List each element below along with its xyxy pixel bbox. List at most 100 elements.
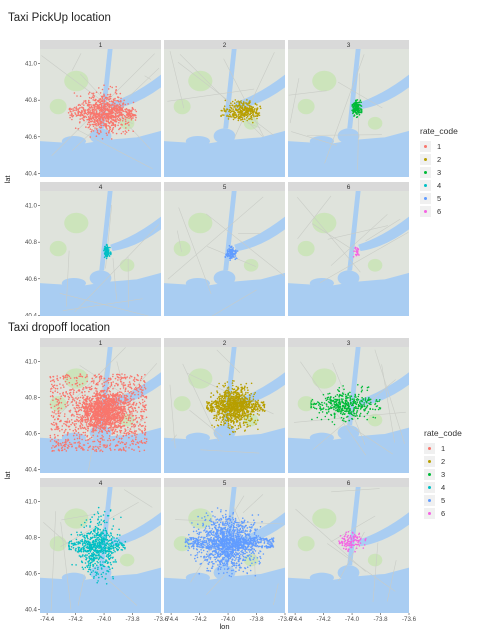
point [108,130,110,132]
point [233,250,236,252]
point [68,396,71,399]
point [119,396,121,398]
point [250,410,253,413]
point [102,436,104,438]
point [234,255,237,257]
point [119,119,121,122]
point [228,417,230,420]
point [106,398,108,401]
point [123,403,125,405]
point [249,100,251,102]
point [98,412,100,415]
point [96,439,99,441]
point [106,390,108,393]
point [82,107,85,109]
point [82,447,84,450]
point [140,396,142,398]
point [128,391,131,394]
point [100,375,103,378]
point [103,108,106,110]
point [109,128,111,131]
point [229,418,232,421]
series-points-5 [224,244,239,261]
point [51,411,54,413]
point [237,396,239,398]
point [127,419,130,421]
legend-item: 2 [420,153,458,166]
point [132,439,134,441]
point [246,426,248,428]
point [85,428,87,431]
point [359,104,362,107]
point [263,410,266,412]
point [233,415,235,418]
point [115,132,118,135]
point [95,124,97,127]
point [240,398,243,400]
point [90,411,93,413]
point [78,416,80,419]
point [77,128,80,130]
point [116,417,119,419]
point [50,406,52,409]
point [259,107,262,110]
point [90,423,92,425]
point [114,426,117,428]
point [221,416,223,419]
legend-item: 3 [420,166,458,179]
point [143,384,145,386]
point [82,449,84,451]
point [105,257,108,260]
point [360,101,363,104]
point [79,442,81,445]
point [102,385,104,388]
point [100,120,103,123]
point [232,412,234,415]
point [232,116,234,118]
point [57,434,59,437]
point [122,102,124,105]
point [226,381,229,383]
point [133,376,136,379]
point [210,406,212,409]
point [101,97,104,100]
point [111,401,114,404]
point [107,416,109,419]
point [52,385,55,387]
point [226,413,229,416]
point [87,110,90,112]
point [145,438,148,440]
point [356,99,359,101]
point [134,407,136,409]
figure-title: Taxi dropoff location [8,322,111,334]
point [128,401,130,404]
point [233,388,236,390]
point [107,430,110,432]
point [59,377,62,379]
point [144,406,146,409]
point [53,424,55,426]
point [88,119,91,121]
point [234,404,237,406]
point [138,383,141,386]
point [76,95,78,97]
point [119,100,122,103]
point [111,414,113,416]
point [249,109,251,112]
point [84,431,86,434]
point [247,406,249,409]
point [238,409,240,412]
point [70,401,73,403]
point [91,92,93,95]
point [96,394,99,397]
point [73,377,76,379]
point [222,384,224,387]
point [101,116,104,118]
point [104,444,106,446]
point [121,410,124,412]
point [84,398,86,401]
point [123,421,125,424]
point [101,88,104,91]
point [97,407,99,409]
point [75,106,78,108]
